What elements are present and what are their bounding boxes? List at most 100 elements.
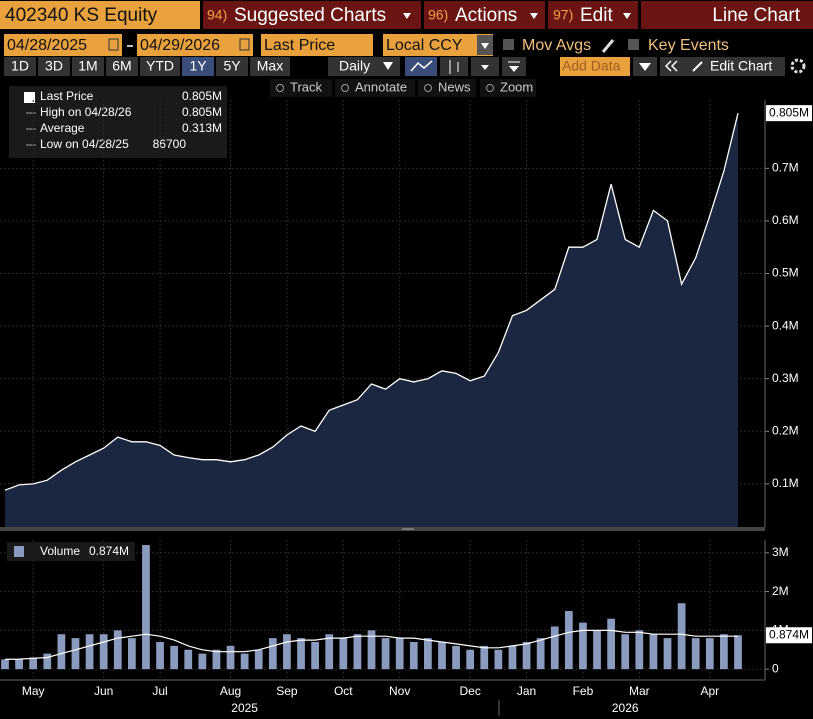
tool-label[interactable]: Track xyxy=(290,79,323,94)
legend: Last Price 0.805M High on 04/28/26 0.805M Av… xyxy=(24,89,222,151)
period-label[interactable]: Max xyxy=(257,58,283,74)
period-label[interactable]: YTD xyxy=(146,58,174,74)
pencil-icon[interactable] xyxy=(601,39,615,53)
period-label[interactable]: 1Y xyxy=(189,58,207,74)
menu-label[interactable]: Edit xyxy=(580,5,613,26)
volume-bar xyxy=(297,638,305,670)
y-tick-label: 0.6M xyxy=(772,213,799,227)
tool-button[interactable] xyxy=(418,79,476,97)
period-label[interactable]: 1D xyxy=(11,58,29,74)
volume-bar xyxy=(170,645,179,670)
period-button[interactable] xyxy=(140,57,180,76)
volume-bar xyxy=(409,641,418,670)
edit-chart-button[interactable] xyxy=(660,57,785,76)
legend-label: Low on 04/28/25 xyxy=(40,137,129,151)
period-button[interactable] xyxy=(38,57,70,76)
date-to[interactable]: 04/29/2026 xyxy=(140,37,220,54)
title-bg xyxy=(641,1,813,29)
currency-box[interactable] xyxy=(383,34,493,56)
x-tick-label: Nov xyxy=(389,684,410,698)
frequency[interactable]: Daily xyxy=(339,58,370,74)
volume-bar xyxy=(720,634,728,670)
last-value-box xyxy=(766,627,812,644)
volume-bar xyxy=(156,641,164,670)
tool-button[interactable] xyxy=(335,79,415,97)
tool-label[interactable]: News xyxy=(438,79,471,94)
volume-bar xyxy=(508,645,517,670)
volume-bar xyxy=(268,638,277,670)
calendar-icon[interactable] xyxy=(108,38,119,51)
volume-bar xyxy=(550,626,559,670)
bar-button[interactable] xyxy=(440,57,468,76)
tool-button[interactable] xyxy=(270,79,332,97)
tool-button[interactable] xyxy=(480,79,536,97)
security[interactable]: 402340 KS Equity xyxy=(5,5,158,26)
tool-label[interactable]: Annotate xyxy=(355,79,407,94)
period-button[interactable] xyxy=(106,57,138,76)
period-label[interactable]: 1M xyxy=(78,58,97,74)
volume-bar xyxy=(663,638,672,670)
volume-bar xyxy=(184,649,193,670)
settings-icon[interactable] xyxy=(790,58,806,74)
date-box[interactable] xyxy=(137,34,253,56)
period-label[interactable]: 3D xyxy=(45,58,63,74)
volume-bar xyxy=(522,641,531,670)
field-box[interactable] xyxy=(261,34,373,56)
legend-label: Average xyxy=(40,121,85,135)
last-value-box xyxy=(766,105,812,122)
mov-avgs[interactable]: Mov Avgs xyxy=(522,37,591,54)
period-button[interactable] xyxy=(216,57,248,76)
add-data-box[interactable] xyxy=(560,57,630,76)
currency[interactable]: Local CCY xyxy=(386,37,463,54)
frequency-button[interactable] xyxy=(328,57,400,76)
period-button[interactable] xyxy=(4,57,36,76)
price-line xyxy=(4,112,739,491)
checkbox[interactable] xyxy=(503,39,514,50)
period-label[interactable]: 5Y xyxy=(223,58,241,74)
tool-label[interactable]: Zoom xyxy=(500,79,533,94)
volume-bar xyxy=(339,638,348,670)
volume-bar xyxy=(43,653,52,670)
date-from[interactable]: 04/28/2025 xyxy=(7,37,87,54)
y-tick-label: 0.7M xyxy=(772,161,799,175)
menu-bg[interactable] xyxy=(548,1,638,29)
menu-bg[interactable] xyxy=(424,1,545,29)
volume-bar xyxy=(1,659,9,670)
calendar-icon[interactable] xyxy=(239,38,250,51)
menu-num[interactable]: 94) xyxy=(207,7,227,23)
key-events[interactable]: Key Events xyxy=(648,37,729,54)
checkbox[interactable] xyxy=(628,39,639,50)
security-box[interactable] xyxy=(0,1,200,29)
collapse-icon xyxy=(664,60,672,72)
date-box[interactable] xyxy=(4,34,122,56)
legend-value: 0.805M xyxy=(182,89,222,103)
x-tick-label: Apr xyxy=(700,684,719,698)
volume-bar xyxy=(57,634,66,670)
menu-num[interactable]: 97) xyxy=(553,7,573,23)
period-button[interactable] xyxy=(72,57,104,76)
volume-bar xyxy=(113,630,122,670)
y-tick-label: 0.1M xyxy=(772,476,799,490)
line-button[interactable] xyxy=(405,57,437,76)
tool-icon xyxy=(486,84,494,92)
dropdown-arrow xyxy=(481,43,489,49)
x-tick-label: Mar xyxy=(629,684,650,698)
volume-bar xyxy=(240,653,249,670)
dropdown-arrow xyxy=(403,13,411,19)
field[interactable]: Last Price xyxy=(264,37,335,54)
menu-label[interactable]: Suggested Charts xyxy=(234,5,386,26)
volume-bar xyxy=(325,634,334,670)
period-button[interactable] xyxy=(182,57,214,76)
volume-bar xyxy=(15,659,23,670)
period-button[interactable] xyxy=(250,57,290,76)
add-data[interactable]: Add Data xyxy=(562,58,621,74)
volume-bar xyxy=(734,635,742,670)
period-label[interactable]: 6M xyxy=(112,58,131,74)
menu-num[interactable]: 96) xyxy=(428,7,448,23)
edit-chart[interactable]: Edit Chart xyxy=(710,58,772,74)
panel-divider[interactable] xyxy=(0,527,765,531)
menu-label[interactable]: Actions xyxy=(455,5,517,26)
line-icon xyxy=(410,60,433,72)
menu-bg[interactable] xyxy=(203,1,421,29)
